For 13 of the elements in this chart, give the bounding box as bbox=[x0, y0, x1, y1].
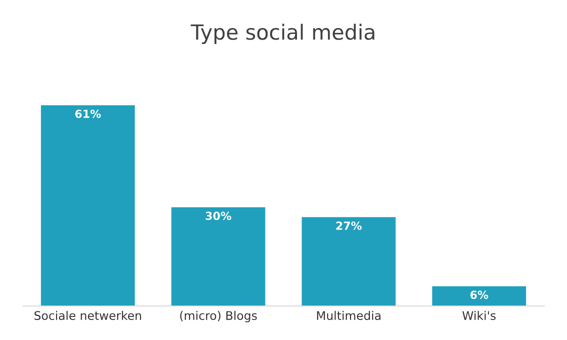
bar bbox=[302, 217, 396, 306]
x-tick-label: (micro) Blogs bbox=[180, 310, 257, 322]
data-label: 61% bbox=[75, 110, 101, 118]
x-tick-label: Multimedia bbox=[317, 310, 380, 320]
bar bbox=[171, 207, 266, 306]
x-tick-label: Sociale netwerken bbox=[34, 310, 142, 320]
data-label: 6% bbox=[470, 290, 488, 300]
bar bbox=[432, 286, 526, 306]
x-tick-label: Wiki's bbox=[462, 310, 496, 320]
bar bbox=[40, 105, 135, 306]
data-label: 27% bbox=[336, 222, 362, 230]
data-label: 30% bbox=[206, 212, 232, 220]
chart-title: Type social media bbox=[190, 24, 374, 44]
